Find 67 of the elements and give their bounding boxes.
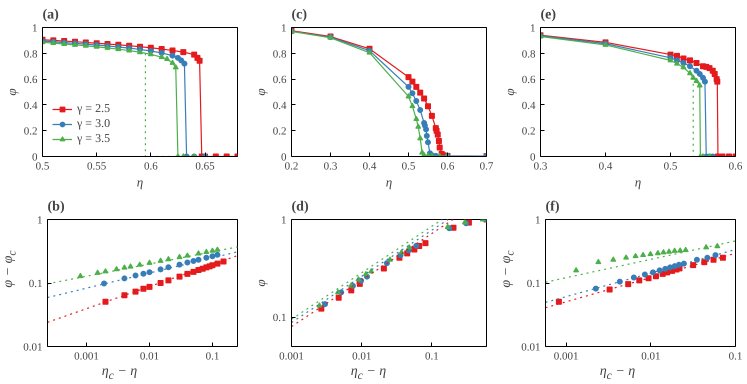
- x-axis-title: η$_{c}$ − η: [350, 363, 388, 384]
- y-tick-label: 0.1: [526, 278, 540, 290]
- x-tick-label: 0.1: [728, 350, 742, 362]
- x-tick-label: 0.7: [480, 160, 494, 172]
- y-tick-label: 0.4: [24, 100, 38, 112]
- x-tick-label: 0.5: [664, 160, 678, 172]
- y-tick-label: 1: [535, 214, 540, 226]
- y-tick-label: 0.1: [28, 278, 42, 290]
- x-tick-label: 0.3: [324, 160, 338, 172]
- legend-label: γ = 3.0: [77, 116, 110, 131]
- x-tick-label: 0.5: [402, 160, 416, 172]
- y-tick-label: 1: [530, 22, 536, 34]
- x-tick-label: 0.01: [140, 350, 160, 362]
- chart-title: (a): [42, 8, 60, 22]
- y-tick-label: 0.2: [522, 126, 536, 138]
- y-axis-title: φ: [4, 88, 19, 96]
- y-tick-label: 1: [37, 214, 42, 226]
- x-tick-label: 0.6: [440, 160, 455, 172]
- x-tick-label: 0.55: [87, 160, 107, 172]
- y-tick-label: 0.6: [522, 74, 536, 86]
- x-tick-label: 0.3: [534, 160, 548, 172]
- x-tick-label: 0.6: [144, 160, 158, 172]
- chart-title: (c): [292, 8, 308, 22]
- x-tick-label: 0.6: [728, 160, 743, 172]
- y-tick-label: 0.01: [23, 342, 42, 354]
- x-tick-label: 0.1: [425, 350, 439, 362]
- y-tick-label: 0.4: [272, 100, 287, 112]
- x-tick-label: 0.01: [352, 350, 372, 362]
- y-tick-label: 0.8: [24, 48, 38, 60]
- chart-title: (f): [546, 200, 560, 214]
- y-tick-label: 0.01: [521, 342, 540, 354]
- x-axis-title: η$_{c}$ − η: [598, 363, 636, 384]
- chart-title: (d): [292, 200, 309, 214]
- chart-title: (b): [48, 200, 65, 214]
- x-tick-label: 0.5: [36, 160, 50, 172]
- y-axis-title: φ: [252, 279, 268, 287]
- x-axis-title: η: [634, 174, 642, 190]
- y-tick-label: 0.2: [272, 126, 286, 138]
- legend-label: γ = 3.5: [77, 131, 110, 146]
- x-tick-label: 0.65: [195, 160, 216, 172]
- chart-title: (e): [540, 8, 556, 22]
- x-tick-label: 0.001: [74, 350, 99, 362]
- y-tick-label: 0: [530, 152, 536, 164]
- y-tick-label: 0.8: [522, 48, 536, 60]
- y-tick-label: 0: [281, 152, 287, 164]
- x-tick-label: 0.4: [598, 160, 613, 172]
- x-axis-title: η: [386, 174, 392, 190]
- x-axis-title: η: [136, 174, 144, 190]
- y-tick-label: 0.4: [522, 100, 536, 112]
- x-tick-label: 0.001: [279, 350, 304, 362]
- y-tick-label: 0.2: [24, 126, 38, 138]
- y-tick-label: 0.6: [272, 74, 287, 86]
- y-tick-label: 1: [281, 214, 286, 226]
- x-tick-label: 0.01: [641, 350, 660, 362]
- y-tick-label: 0: [32, 152, 38, 164]
- y-tick-label: 1: [281, 22, 286, 34]
- y-tick-label: 1: [32, 22, 38, 34]
- y-tick-label: 0.1: [272, 312, 286, 324]
- x-tick-label: 0.001: [554, 350, 579, 362]
- y-axis-title: φ: [252, 88, 268, 96]
- legend-label: γ = 2.5: [77, 101, 110, 116]
- y-tick-label: 0.8: [272, 48, 287, 60]
- y-tick-label: 0.6: [24, 74, 38, 86]
- x-tick-label: 0.4: [362, 160, 377, 172]
- x-axis-title: η$_{c}$ − η: [100, 363, 138, 384]
- y-axis-title: φ: [502, 88, 517, 96]
- x-tick-label: 0.1: [206, 350, 220, 362]
